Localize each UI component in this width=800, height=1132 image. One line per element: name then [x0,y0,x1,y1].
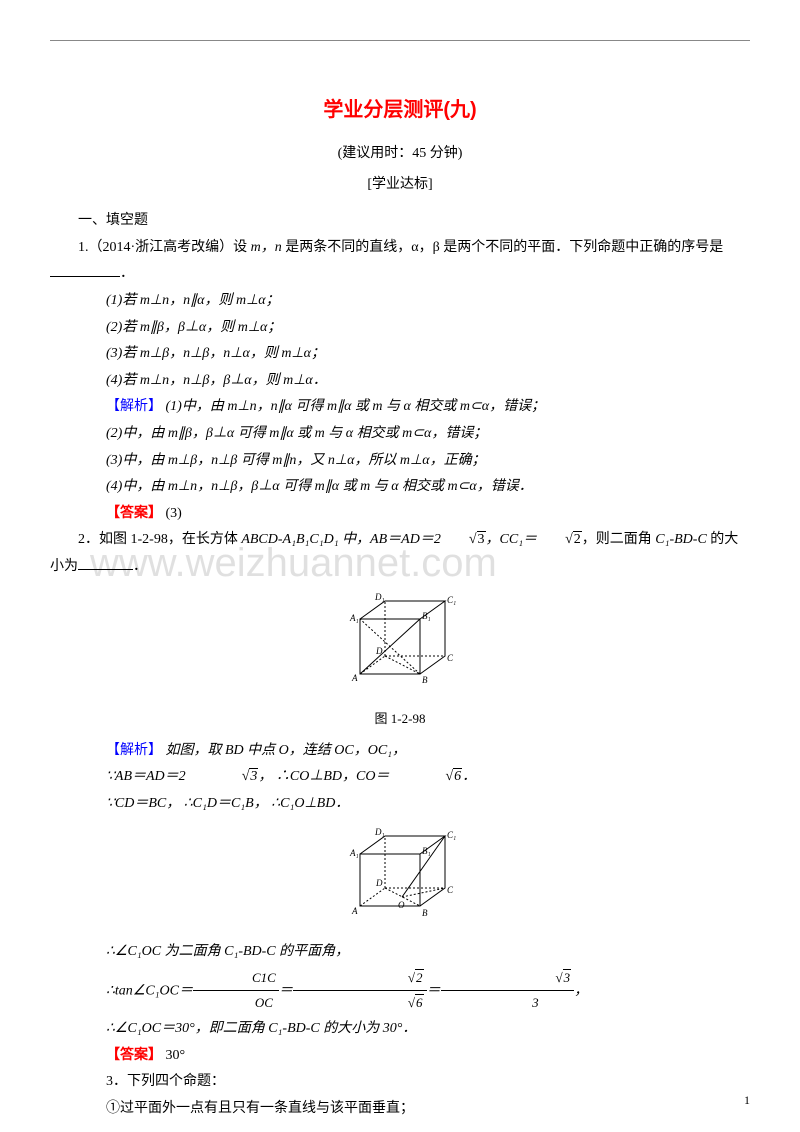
text: 是两条不同的直线，α，β 是两个不同的平面．下列命题中正确的序号是 [285,240,723,255]
svg-text:A₁: A₁ [349,848,359,858]
answer-value: 30° [162,1048,185,1063]
text: ， ∴CO⊥BD，CO＝ [258,769,389,784]
svg-text:B: B [422,675,428,685]
period: ． [120,266,134,281]
text: ． [462,769,476,784]
svg-text:B: B [422,908,428,918]
svg-text:B₁: B₁ [422,611,431,621]
q2-stem: 2．如图 1-2-98，在长方体 ABCD-A₁B₁C₁D₁ 中，AB＝AD＝2… [50,527,750,580]
page-number: 1 [744,1089,750,1112]
text-var: m，n [251,240,286,255]
text: ，CC₁＝ [486,532,538,547]
q2-ana-line2: ∵CD＝BC， ∴C₁D＝C₁B， ∴C₁O⊥BD． [50,791,750,818]
svg-text:D: D [375,646,383,656]
text: 2．如图 1-2-98，在长方体 [78,532,241,547]
text: C₁-BD-C [655,532,710,547]
answer-value: (3) [162,506,182,521]
q1-opt2: (2)若 m∥β，β⊥α，则 m⊥α； [50,315,750,342]
q1-opt1: (1)若 m⊥n，n∥α，则 m⊥α； [50,288,750,315]
svg-text:D: D [375,878,383,888]
text: 如图，取 BD 中点 O，连结 OC，OC₁， [162,743,406,758]
text: (1)中，由 m⊥n，n∥α 可得 m∥α 或 m 与 α 相交或 m⊂α，错误… [162,399,545,414]
q3-stem: 3．下列四个命题： [50,1069,750,1096]
svg-text:D₁: D₁ [374,592,385,602]
svg-text:C₁: C₁ [447,595,456,605]
svg-text:A: A [351,673,358,683]
text: ， [574,983,588,998]
cuboid-icon: A₁ B₁ C₁ D₁ A B C D O [340,826,460,921]
svg-text:O: O [398,900,405,910]
q1-ana3: (3)中，由 m⊥β，n⊥β 可得 m∥n，又 n⊥α，所以 m⊥α，正确； [50,448,750,475]
sqrt-icon: 3 [441,527,486,554]
blank [78,556,133,570]
period: ． [133,559,147,574]
page-title: 学业分层测评(九) [50,91,750,129]
text: ＝ [427,983,441,998]
sqrt-icon: 3 [186,764,259,791]
q1-stem: 1.（2014·浙江高考改编）设 m，n 是两条不同的直线，α，β 是两个不同的… [50,235,750,288]
fraction: 33 [441,966,575,1016]
fraction: 26 [293,966,427,1016]
text: ∴tan∠C₁OC＝ [106,983,193,998]
blank [50,263,120,277]
q2-ana-line5: ∴∠C₁OC＝30°，即二面角 C₁-BD-C 的大小为 30°． [50,1016,750,1043]
text: ∵AB＝AD＝2 [106,769,186,784]
q2-ana-line4: ∴tan∠C₁OC＝C1COC＝26＝33， [50,966,750,1016]
svg-text:C₁: C₁ [447,830,456,840]
text: 1.（2014·浙江高考改编）设 [78,240,251,255]
subtitle: (建议用时：45 分钟) [50,141,750,168]
q3-opt1: ①过平面外一点有且只有一条直线与该平面垂直； [50,1096,750,1123]
svg-text:C: C [447,653,454,663]
sqrt-icon: 6 [389,764,462,791]
q1-opt4: (4)若 m⊥n，n⊥β，β⊥α，则 m⊥α． [50,368,750,395]
text: ＝ [279,983,293,998]
q2-analysis-intro: 【解析】 如图，取 BD 中点 O，连结 OC，OC₁， [50,738,750,765]
figure-1: A₁ B₁ C₁ D₁ A B C D [50,589,750,700]
answer-label: 【答案】 [106,1048,162,1063]
q1-ana4: (4)中，由 m⊥n，n⊥β，β⊥α 可得 m∥α 或 m 与 α 相交或 m⊂… [50,474,750,501]
cuboid-icon: A₁ B₁ C₁ D₁ A B C D [340,589,460,689]
fraction: C1COC [193,966,279,1016]
q2-answer: 【答案】 30° [50,1043,750,1070]
q2-ana-line3: ∴∠C₁OC 为二面角 C₁-BD-C 的平面角， [50,939,750,966]
answer-label: 【答案】 [106,506,162,521]
sqrt-icon: 2 [537,527,582,554]
text: ，则二面角 [582,532,656,547]
section-bracket: [学业达标] [50,172,750,199]
text: ABCD-A₁B₁C₁D₁ [241,532,342,547]
top-rule [50,40,750,41]
section-heading: 一、填空题 [50,208,750,235]
q1-opt3: (3)若 m⊥β，n⊥β，n⊥α，则 m⊥α； [50,341,750,368]
q1-answer: 【答案】 (3) [50,501,750,528]
svg-text:B₁: B₁ [422,846,431,856]
svg-text:A: A [351,906,358,916]
analysis-label: 【解析】 [106,743,162,758]
q2-ana-line1: ∵AB＝AD＝23， ∴CO⊥BD，CO＝6． [50,764,750,791]
q1-ana2: (2)中，由 m∥β，β⊥α 可得 m∥α 或 m 与 α 相交或 m⊂α，错误… [50,421,750,448]
figure-label: 图 1-2-98 [50,707,750,732]
analysis-label: 【解析】 [106,399,162,414]
text: 中，AB＝AD＝2 [342,532,441,547]
svg-text:A₁: A₁ [349,613,359,623]
svg-text:C: C [447,885,454,895]
svg-text:D₁: D₁ [374,827,385,837]
q1-analysis: 【解析】 (1)中，由 m⊥n，n∥α 可得 m∥α 或 m 与 α 相交或 m… [50,394,750,421]
figure-2: A₁ B₁ C₁ D₁ A B C D O [50,826,750,932]
